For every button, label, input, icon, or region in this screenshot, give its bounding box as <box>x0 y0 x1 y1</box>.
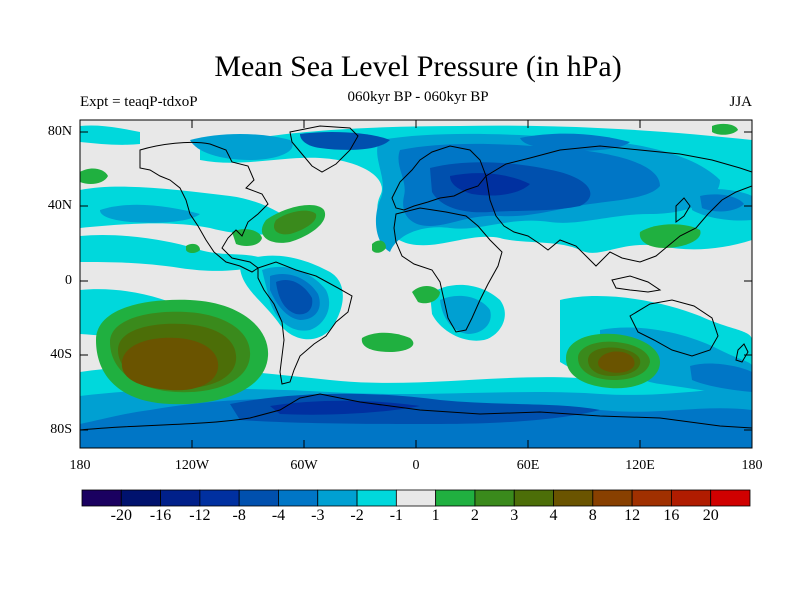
y-tick-label: 0 <box>65 273 72 288</box>
x-tick-label: 180 <box>741 458 763 473</box>
colorbar-label: -1 <box>389 507 404 524</box>
season-label: JJA <box>729 94 752 110</box>
colorbar-swatch <box>631 489 672 507</box>
colorbar-swatch <box>278 489 319 507</box>
x-tick-label: 180 <box>69 458 91 473</box>
colorbar-swatch <box>513 489 554 507</box>
colorbar-swatch <box>199 489 240 507</box>
colorbar-swatch <box>356 489 397 507</box>
colorbar-label: 2 <box>470 507 479 524</box>
y-tick-label: 80S <box>50 422 72 437</box>
colorbar-label: -2 <box>350 507 364 524</box>
colorbar-swatch <box>160 489 201 507</box>
colorbar-label: 1 <box>431 507 440 524</box>
colorbar-swatch <box>317 489 358 507</box>
colorbar-swatch <box>710 489 751 507</box>
colorbar-label: 16 <box>663 507 680 524</box>
band-plus4 <box>121 337 635 391</box>
colorbar-label: -16 <box>149 507 172 524</box>
australia-outline <box>629 299 719 357</box>
x-tick-label: 0 <box>412 458 420 473</box>
y-tick-label: 40S <box>50 347 72 362</box>
colorbar-swatch <box>592 489 633 507</box>
colorbar-label: 20 <box>702 507 719 524</box>
new-zealand-outline <box>735 343 749 363</box>
x-tick-label: 120E <box>625 458 655 473</box>
axis-ticks <box>80 120 752 448</box>
colorbar-swatch <box>120 489 161 507</box>
colorbar-swatch <box>474 489 515 507</box>
europe-outline <box>391 145 487 211</box>
antarctica-outline <box>80 393 752 431</box>
indonesia-outline <box>611 275 662 293</box>
colorbar-label: 8 <box>588 507 597 524</box>
south-america-outline <box>257 261 353 385</box>
africa-outline <box>393 207 503 333</box>
coastlines <box>80 125 752 431</box>
colorbar-swatch <box>81 489 122 507</box>
colorbar-label: -8 <box>232 507 246 524</box>
pressure-field <box>80 123 752 448</box>
colorbar-swatch <box>671 489 712 507</box>
japan-outline <box>675 197 691 223</box>
x-tick-label: 60E <box>516 458 540 473</box>
colorbar-swatch <box>435 489 476 507</box>
colorbar-label: -20 <box>110 507 132 524</box>
colorbar-swatch <box>395 489 437 507</box>
band-minus8 <box>270 173 530 415</box>
colorbar-label: -3 <box>311 507 325 524</box>
colorbar <box>81 489 751 507</box>
y-tick-label: 80N <box>47 124 72 139</box>
colorbar-swatch <box>553 489 594 507</box>
colorbar-label: -4 <box>271 507 286 524</box>
x-tick-label: 120W <box>174 458 210 473</box>
x-tick-label: 60W <box>290 458 318 473</box>
colorbar-label: 3 <box>510 507 519 524</box>
y-tick-label: 40N <box>47 198 72 213</box>
north-america-outline <box>139 141 269 273</box>
greenland-outline <box>289 125 359 173</box>
chart-subtitle: 060kyr BP - 060kyr BP <box>347 89 489 105</box>
experiment-label: Expt = teaqP-tdxoP <box>80 94 198 110</box>
colorbar-label: 4 <box>549 507 558 524</box>
colorbar-label: 12 <box>624 507 641 524</box>
asia-outline <box>485 145 752 267</box>
colorbar-swatch <box>238 489 279 507</box>
chart-title: Mean Sea Level Pressure (in hPa) <box>214 50 622 83</box>
colorbar-label: -12 <box>189 507 211 524</box>
